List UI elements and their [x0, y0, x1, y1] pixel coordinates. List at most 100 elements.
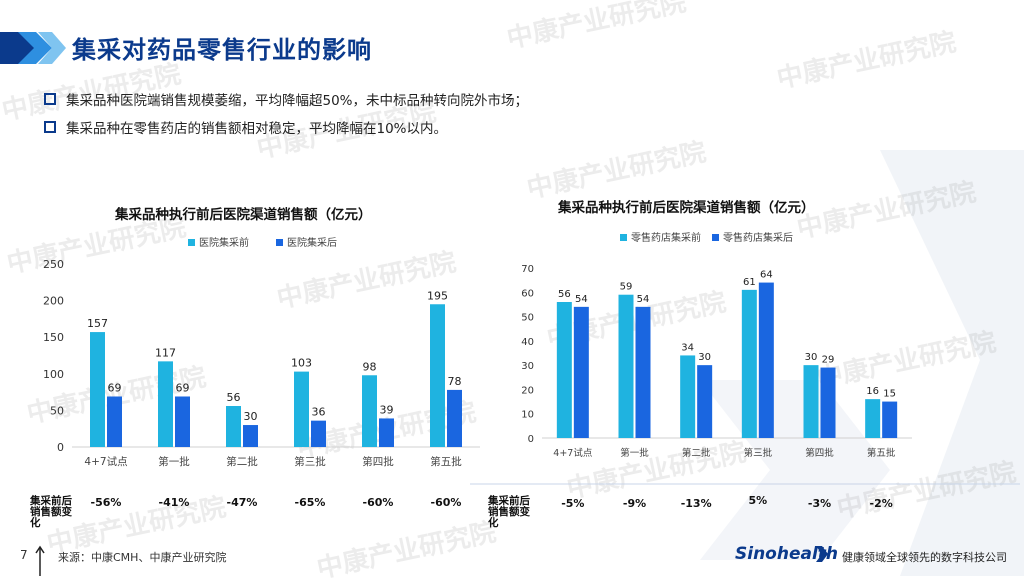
y-tick-label: 250 [43, 258, 64, 271]
y-tick-label: 20 [521, 385, 534, 396]
legend-label: 零售药店集采前 [631, 231, 701, 244]
divider-line [470, 483, 1020, 485]
bar [447, 389, 462, 447]
y-tick-label: 0 [57, 441, 64, 454]
bar [741, 289, 757, 438]
bar [243, 425, 258, 447]
data-label: 78 [448, 375, 462, 388]
legend-swatch [188, 239, 195, 246]
page-number: 7 [20, 548, 28, 562]
change-value: -56% [90, 496, 122, 509]
change-value: -13% [680, 497, 712, 510]
x-tick-label: 第五批 [867, 447, 896, 459]
data-label: 103 [291, 357, 312, 370]
data-label: 54 [637, 294, 650, 305]
data-label: 69 [176, 381, 190, 394]
bar [90, 332, 105, 447]
legend-swatch [620, 234, 627, 241]
page-title: 集采对药品零售行业的影响 [72, 36, 372, 64]
x-tick-label: 第二批 [226, 455, 258, 468]
bar [697, 365, 713, 438]
chart-title: 集采品种执行前后医院渠道销售额（亿元） [115, 207, 372, 223]
bar [175, 396, 190, 447]
bar [882, 401, 898, 438]
square-bullet-icon [44, 93, 56, 105]
bar [556, 302, 572, 438]
y-tick-label: 30 [521, 361, 534, 372]
x-tick-label: 第四批 [362, 455, 394, 468]
x-tick-label: 第一批 [158, 455, 190, 468]
header-chevron-light [38, 32, 66, 64]
retail-sales-chart: 0 10 20 30 40 50 60 70 零售药店集采前 零售药店集采后 56 54 4+7试点 59… [521, 231, 912, 459]
data-label: 30 [805, 352, 818, 363]
data-label: 34 [681, 342, 694, 353]
bar [107, 396, 122, 447]
x-tick-label: 第一批 [620, 447, 649, 459]
y-tick-label: 10 [521, 410, 534, 421]
data-label: 36 [312, 406, 326, 419]
y-tick-label: 50 [521, 313, 534, 324]
data-label: 195 [427, 289, 448, 302]
data-label: 54 [575, 294, 588, 305]
legend-swatch [712, 234, 719, 241]
data-label: 61 [743, 277, 756, 288]
change-value: -47% [226, 496, 258, 509]
change-value: -41% [158, 496, 190, 509]
bar [362, 375, 377, 447]
x-tick-label: 第四批 [805, 447, 834, 459]
bar [680, 355, 696, 438]
y-tick-label: 50 [50, 404, 64, 417]
bar [865, 399, 881, 438]
change-value: -5% [561, 497, 585, 510]
x-tick-label: 第五批 [430, 455, 462, 468]
brand-tagline: 健康领域全球领先的数字科技公司 [842, 551, 1007, 564]
y-tick-label: 70 [521, 264, 534, 275]
bar [635, 306, 651, 438]
change-value: -65% [294, 496, 326, 509]
bullet-item: 集采品种在零售药店的销售额相对稳定，平均降幅在10%以内。 [44, 117, 447, 137]
y-tick-label: 100 [43, 368, 64, 381]
change-row-label: 集采前后销售额变化 [30, 495, 72, 529]
x-tick-label: 第三批 [744, 447, 773, 459]
legend-label: 零售药店集采后 [723, 231, 793, 244]
change-value: 5% [748, 494, 768, 507]
x-tick-label: 第二批 [682, 447, 711, 459]
bar [430, 304, 445, 447]
x-tick-label: 4+7试点 [553, 447, 593, 459]
bar [294, 371, 309, 447]
source-note: 来源：中康CMH、中康产业研究院 [58, 551, 227, 564]
data-label: 157 [87, 317, 108, 330]
data-label: 15 [883, 389, 896, 400]
bar [311, 420, 326, 447]
x-tick-label: 4+7试点 [84, 456, 127, 468]
data-label: 98 [363, 360, 377, 373]
change-value: -60% [430, 496, 462, 509]
bullet-text: 集采品种在零售药店的销售额相对稳定，平均降幅在10%以内。 [66, 121, 448, 137]
data-label: 39 [380, 403, 394, 416]
y-tick-label: 150 [43, 331, 64, 344]
y-tick-label: 60 [521, 288, 534, 299]
data-label: 69 [108, 381, 122, 394]
bar [379, 418, 394, 447]
brand-logo: Sinohealth [735, 544, 839, 564]
data-label: 29 [822, 355, 835, 366]
data-label: 117 [155, 346, 176, 359]
legend-swatch [276, 239, 283, 246]
bar [820, 367, 836, 438]
data-label: 30 [244, 410, 258, 423]
data-label: 16 [866, 386, 879, 397]
data-label: 56 [227, 391, 241, 404]
data-label: 56 [558, 289, 571, 300]
square-bullet-icon [44, 121, 56, 133]
legend-label: 医院集采前 [199, 236, 249, 249]
header-chevron-mid [18, 32, 52, 64]
bar [158, 361, 173, 447]
data-label: 30 [698, 352, 711, 363]
chart-title: 集采品种执行前后医院渠道销售额（亿元） [558, 200, 815, 216]
bar [618, 294, 634, 438]
change-value: -2% [869, 497, 893, 510]
hospital-sales-chart: 0 50 100 150 200 250 医院集采前 医院集采后 157 69 4+7试点 117 69… [43, 236, 480, 468]
brand-chevron-icon [816, 546, 828, 562]
x-tick-label: 第三批 [294, 455, 326, 468]
bar [573, 306, 589, 438]
